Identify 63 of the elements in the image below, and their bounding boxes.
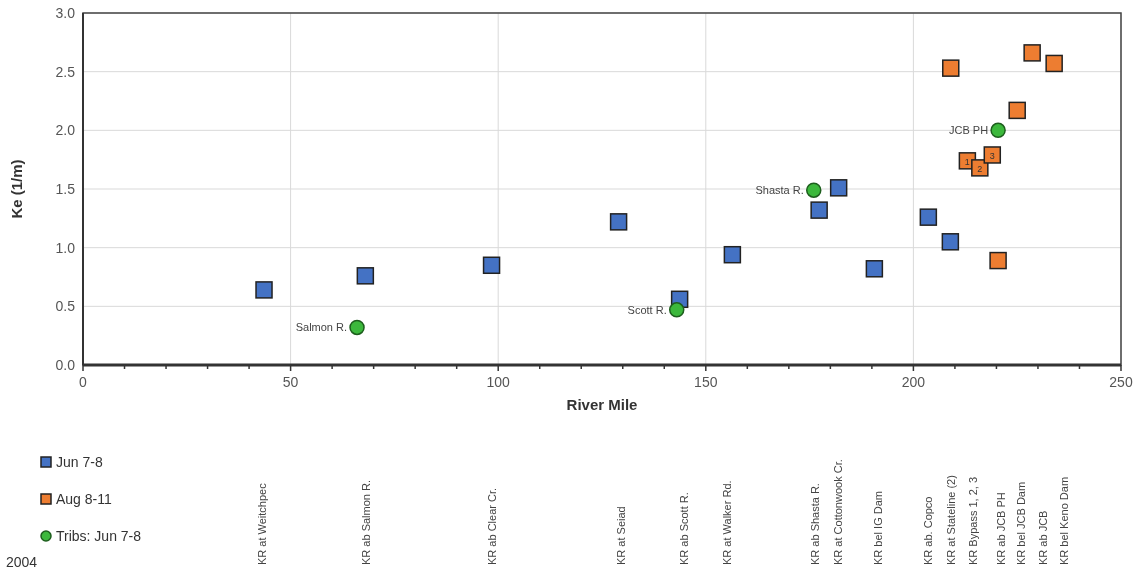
annotation: 2	[977, 163, 983, 174]
text: KR ab Salmon R.	[360, 480, 372, 565]
x-tick-label: 250	[1109, 374, 1133, 390]
x-tick-label: 0	[79, 374, 88, 390]
point	[806, 182, 822, 198]
point	[919, 208, 938, 226]
point	[942, 59, 960, 77]
point	[810, 201, 828, 219]
annotation: Shasta R.	[755, 184, 804, 197]
point	[356, 267, 375, 285]
x-tick-label: 200	[901, 374, 926, 390]
text: KR ab Scott R.	[678, 492, 690, 565]
y-tick-label: 2.5	[55, 63, 76, 80]
point	[349, 319, 365, 336]
point	[1045, 54, 1063, 73]
point	[941, 233, 960, 251]
point	[971, 159, 989, 177]
x-axis-title: River Mile	[566, 396, 638, 413]
point	[723, 245, 742, 264]
text: KR at Seiad	[615, 506, 627, 565]
annotation: Scott R.	[627, 303, 667, 316]
text: 2004	[6, 554, 38, 570]
text: KR at Cottonwook Cr.	[832, 459, 844, 565]
point	[989, 251, 1007, 270]
point	[865, 260, 884, 278]
point	[990, 122, 1006, 139]
point	[609, 213, 628, 231]
text: KR at Walker Rd.	[721, 480, 733, 565]
text: KR at Stateline (2)	[945, 475, 957, 565]
x-tick-label: 100	[486, 374, 511, 390]
point	[829, 179, 848, 197]
y-tick-label: 1.5	[55, 181, 76, 197]
y-tick-label: 0.5	[55, 298, 76, 315]
legend-label: Tribs: Jun 7-8	[56, 528, 142, 544]
text: KR Bypass 1, 2, 3	[967, 476, 979, 565]
point	[255, 281, 273, 299]
point	[1008, 101, 1026, 120]
x-tick-label: 150	[694, 374, 718, 390]
point	[482, 256, 501, 275]
text: KR bel IG Dam	[872, 491, 884, 565]
text: KR ab Shasta R.	[809, 483, 821, 565]
text: KR at Weitchpec	[256, 482, 268, 565]
y-tick-label: 2.0	[55, 122, 76, 139]
text: KR ab Clear Cr.	[486, 487, 498, 565]
point	[1023, 44, 1041, 62]
point	[668, 302, 685, 318]
x-tick-label: 50	[282, 374, 299, 390]
point	[983, 146, 1002, 164]
text: KR bel Keno Dam	[1058, 476, 1070, 565]
text: KR ab JCB PH	[995, 492, 1007, 565]
text: KR ab. Copco	[922, 496, 934, 565]
annotation: JCB PH	[948, 124, 989, 137]
annotation: 1	[964, 156, 970, 167]
y-tick-label: 0.0	[55, 357, 76, 373]
y-tick-label: 3.0	[55, 5, 76, 21]
legend-label: Aug 8-11	[56, 491, 112, 507]
annotation: 3	[989, 150, 995, 161]
annotation: Salmon R.	[295, 321, 348, 334]
y-axis-title: Ke (1/m)	[8, 159, 25, 219]
text: KR bel JCB Dam	[1015, 481, 1027, 565]
legend-label: Jun 7-8	[56, 454, 103, 470]
y-tick-label: 1.0	[55, 239, 76, 256]
text: KR ab JCB	[1037, 510, 1049, 565]
